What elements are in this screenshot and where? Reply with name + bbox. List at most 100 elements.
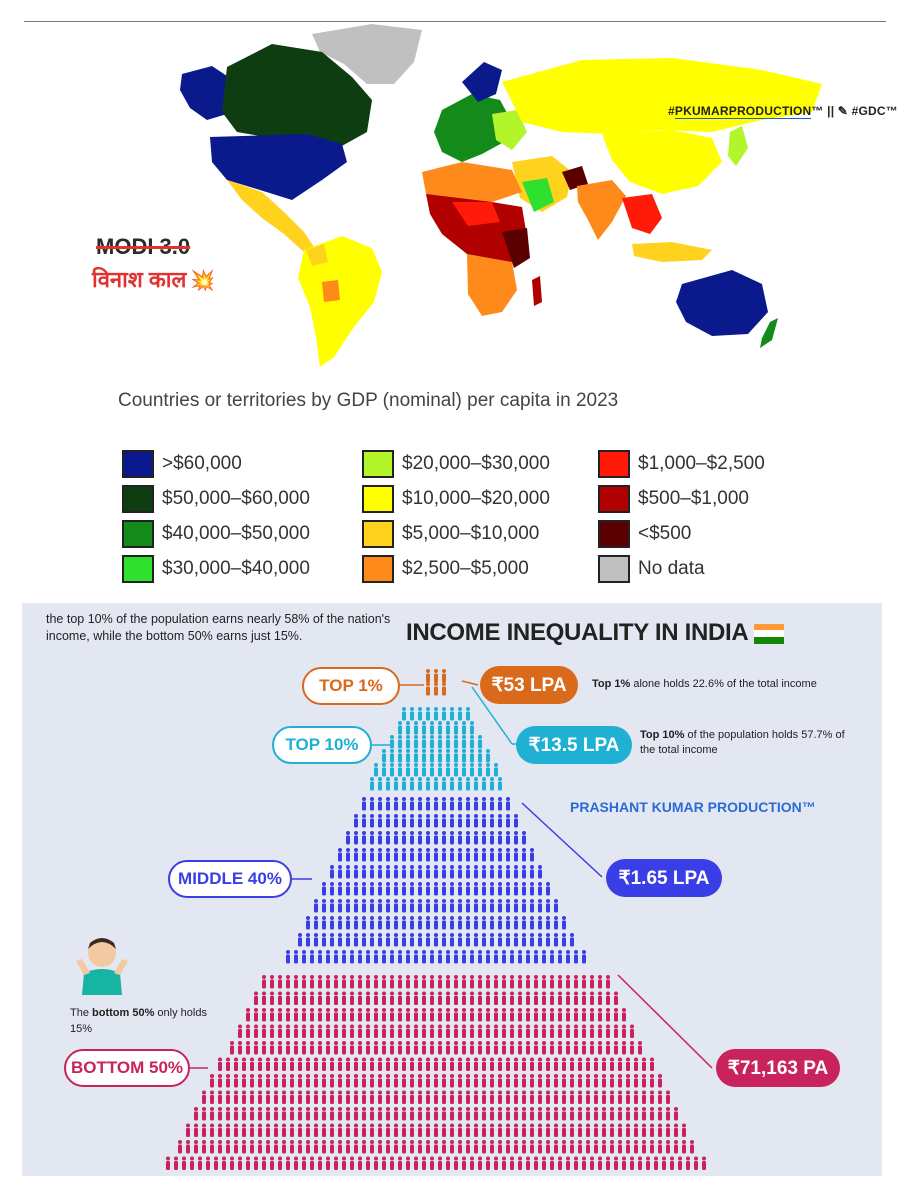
person-figure xyxy=(326,1024,330,1038)
person-figure xyxy=(434,916,438,930)
person-figure xyxy=(474,777,478,791)
person-figure xyxy=(194,1123,198,1137)
person-figure xyxy=(554,1123,558,1137)
person-figure xyxy=(406,1024,410,1038)
person-figure xyxy=(294,975,298,989)
person-figure xyxy=(594,1123,598,1137)
person-figure xyxy=(266,1140,270,1154)
person-figure xyxy=(586,1057,590,1071)
person-figure xyxy=(430,763,434,777)
person-figure xyxy=(390,1008,394,1022)
person-figure xyxy=(582,1008,586,1022)
legend-swatch xyxy=(122,450,154,478)
person-figure xyxy=(582,1041,586,1055)
person-figure xyxy=(338,1123,342,1137)
person-figure xyxy=(574,991,578,1005)
person-figure xyxy=(470,1156,474,1170)
person-figure xyxy=(434,882,438,896)
sahel-shape xyxy=(452,202,500,226)
person-figure xyxy=(566,1008,570,1022)
person-figure xyxy=(610,1074,614,1088)
person-figure xyxy=(550,1024,554,1038)
person-figure xyxy=(298,1123,302,1137)
person-figure xyxy=(414,991,418,1005)
person-figure xyxy=(434,899,438,913)
person-figure xyxy=(510,975,514,989)
person-figure xyxy=(554,916,558,930)
person-figure xyxy=(526,1024,530,1038)
legend-item: $30,000–$40,000 xyxy=(122,555,310,583)
person-figure xyxy=(398,1041,402,1055)
person-figure xyxy=(414,749,418,763)
person-figure xyxy=(646,1156,650,1170)
person-figure xyxy=(250,1140,254,1154)
person-figure xyxy=(574,1156,578,1170)
person-figure xyxy=(366,1008,370,1022)
person-figure xyxy=(434,777,438,791)
legend-label: No data xyxy=(638,558,705,579)
person-figure xyxy=(310,1041,314,1055)
person-figure xyxy=(446,763,450,777)
person-figure xyxy=(542,1041,546,1055)
person-figure xyxy=(430,721,434,735)
person-figure xyxy=(362,848,366,862)
person-figure xyxy=(482,1090,486,1104)
person-figure xyxy=(426,1140,430,1154)
person-figure xyxy=(622,1041,626,1055)
person-figure xyxy=(242,1123,246,1137)
person-figure xyxy=(618,1057,622,1071)
person-figure xyxy=(482,848,486,862)
person-figure xyxy=(610,1090,614,1104)
person-figure xyxy=(482,1140,486,1154)
person-figure xyxy=(470,749,474,763)
person-figure xyxy=(638,1041,642,1055)
person-figure xyxy=(434,933,438,947)
person-figure xyxy=(542,1156,546,1170)
person-figure xyxy=(358,975,362,989)
person-figure xyxy=(594,1090,598,1104)
person-figure xyxy=(250,1107,254,1121)
person-figure xyxy=(434,831,438,845)
person-figure xyxy=(466,797,470,811)
person-figure xyxy=(394,1140,398,1154)
person-figure xyxy=(442,899,446,913)
person-figure xyxy=(378,916,382,930)
person-figure xyxy=(538,1123,542,1137)
person-figure xyxy=(270,1024,274,1038)
person-figure xyxy=(230,1156,234,1170)
person-figure xyxy=(534,1008,538,1022)
person-figure xyxy=(486,1041,490,1055)
person-figure xyxy=(458,1074,462,1088)
person-figure xyxy=(522,933,526,947)
person-figure xyxy=(582,975,586,989)
person-figure xyxy=(498,814,502,828)
legend-item: $5,000–$10,000 xyxy=(362,520,539,548)
person-figure xyxy=(374,763,378,777)
person-figure xyxy=(458,1107,462,1121)
person-figure xyxy=(682,1140,686,1154)
person-figure xyxy=(310,1008,314,1022)
person-figure xyxy=(322,1140,326,1154)
person-figure xyxy=(462,991,466,1005)
person-figure xyxy=(602,1090,606,1104)
person-figure xyxy=(546,1057,550,1071)
person-figure xyxy=(406,1041,410,1055)
person-figure xyxy=(214,1156,218,1170)
person-figure xyxy=(266,1074,270,1088)
person-figure xyxy=(530,865,534,879)
person-figure xyxy=(382,1041,386,1055)
person-figure xyxy=(550,1041,554,1055)
alaska-shape xyxy=(180,66,230,120)
person-figure xyxy=(262,1041,266,1055)
population-pyramid xyxy=(166,669,713,1170)
person-figure xyxy=(562,1090,566,1104)
person-figure xyxy=(306,916,310,930)
person-figure xyxy=(422,1041,426,1055)
person-figure xyxy=(278,1008,282,1022)
person-figure xyxy=(286,1008,290,1022)
person-figure xyxy=(358,1008,362,1022)
person-figure xyxy=(514,1057,518,1071)
australia-shape xyxy=(676,270,768,336)
person-figure xyxy=(394,1057,398,1071)
legend-item: $1,000–$2,500 xyxy=(598,450,765,478)
